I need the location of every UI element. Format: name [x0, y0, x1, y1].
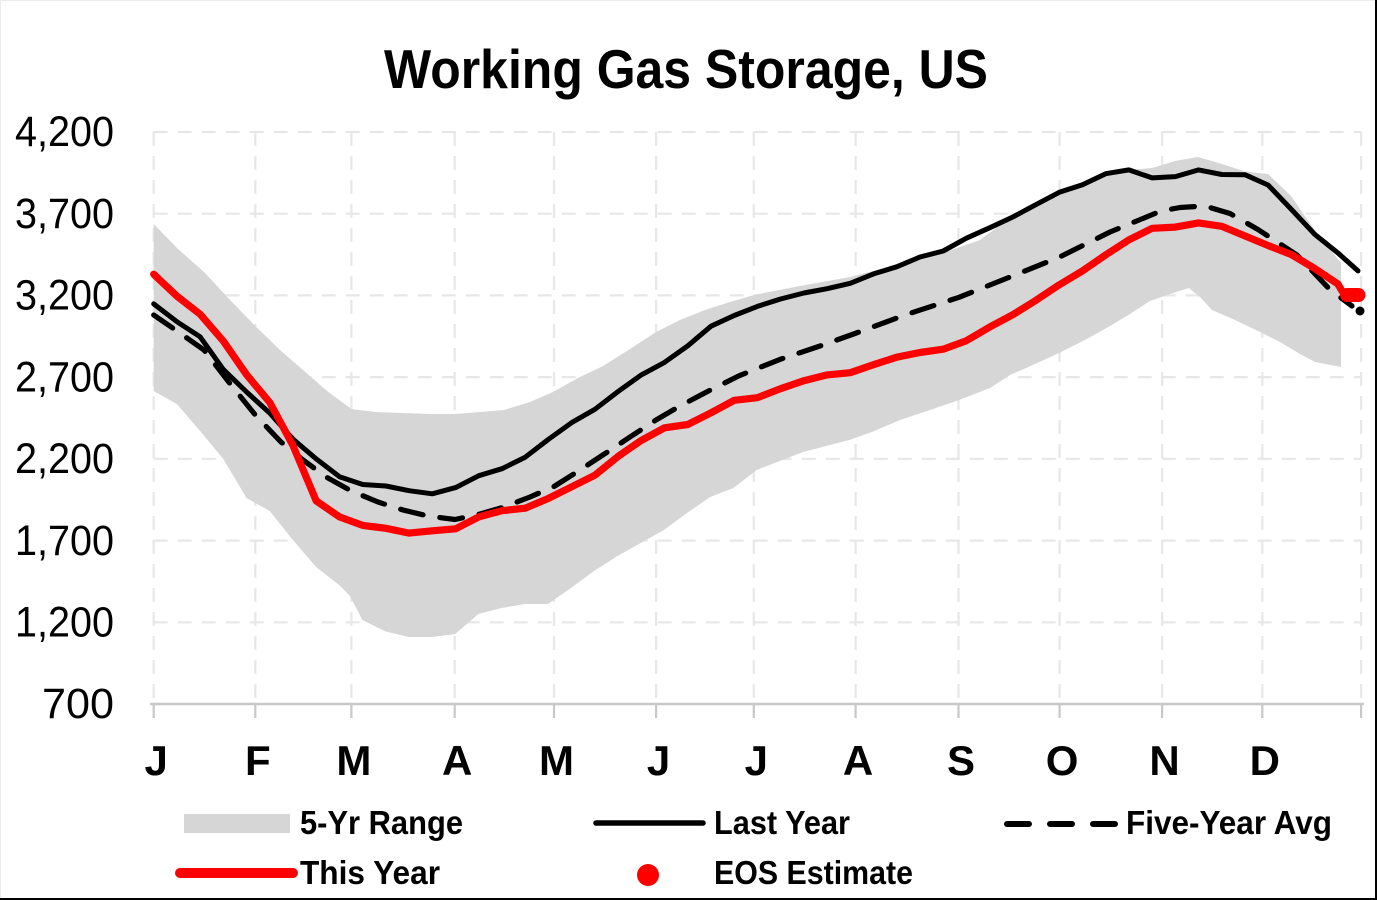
svg-text:3,700: 3,700 — [15, 190, 114, 238]
svg-text:M: M — [539, 737, 574, 784]
svg-text:Working Gas Storage, US: Working Gas Storage, US — [384, 38, 988, 100]
svg-text:F: F — [245, 737, 271, 784]
svg-text:2,700: 2,700 — [15, 353, 114, 401]
svg-text:A: A — [442, 737, 472, 784]
svg-text:D: D — [1250, 737, 1280, 784]
svg-text:Five-Year Avg: Five-Year Avg — [1126, 804, 1332, 841]
svg-text:2,200: 2,200 — [15, 435, 114, 483]
svg-text:1,700: 1,700 — [15, 517, 114, 565]
svg-text:N: N — [1149, 737, 1179, 784]
svg-text:S: S — [947, 737, 975, 784]
svg-text:EOS Estimate: EOS Estimate — [714, 854, 913, 891]
svg-text:Last Year: Last Year — [714, 804, 850, 841]
svg-text:700: 700 — [42, 680, 114, 728]
svg-text:M: M — [336, 737, 371, 784]
svg-text:4,200: 4,200 — [15, 108, 114, 156]
svg-text:J: J — [145, 737, 168, 784]
svg-text:A: A — [843, 737, 873, 784]
svg-text:This Year: This Year — [300, 854, 440, 891]
svg-text:1,200: 1,200 — [15, 599, 114, 647]
svg-text:J: J — [745, 737, 768, 784]
svg-text:J: J — [647, 737, 670, 784]
svg-text:3,200: 3,200 — [15, 272, 114, 320]
svg-text:5-Yr Range: 5-Yr Range — [300, 804, 463, 841]
svg-text:O: O — [1046, 737, 1079, 784]
